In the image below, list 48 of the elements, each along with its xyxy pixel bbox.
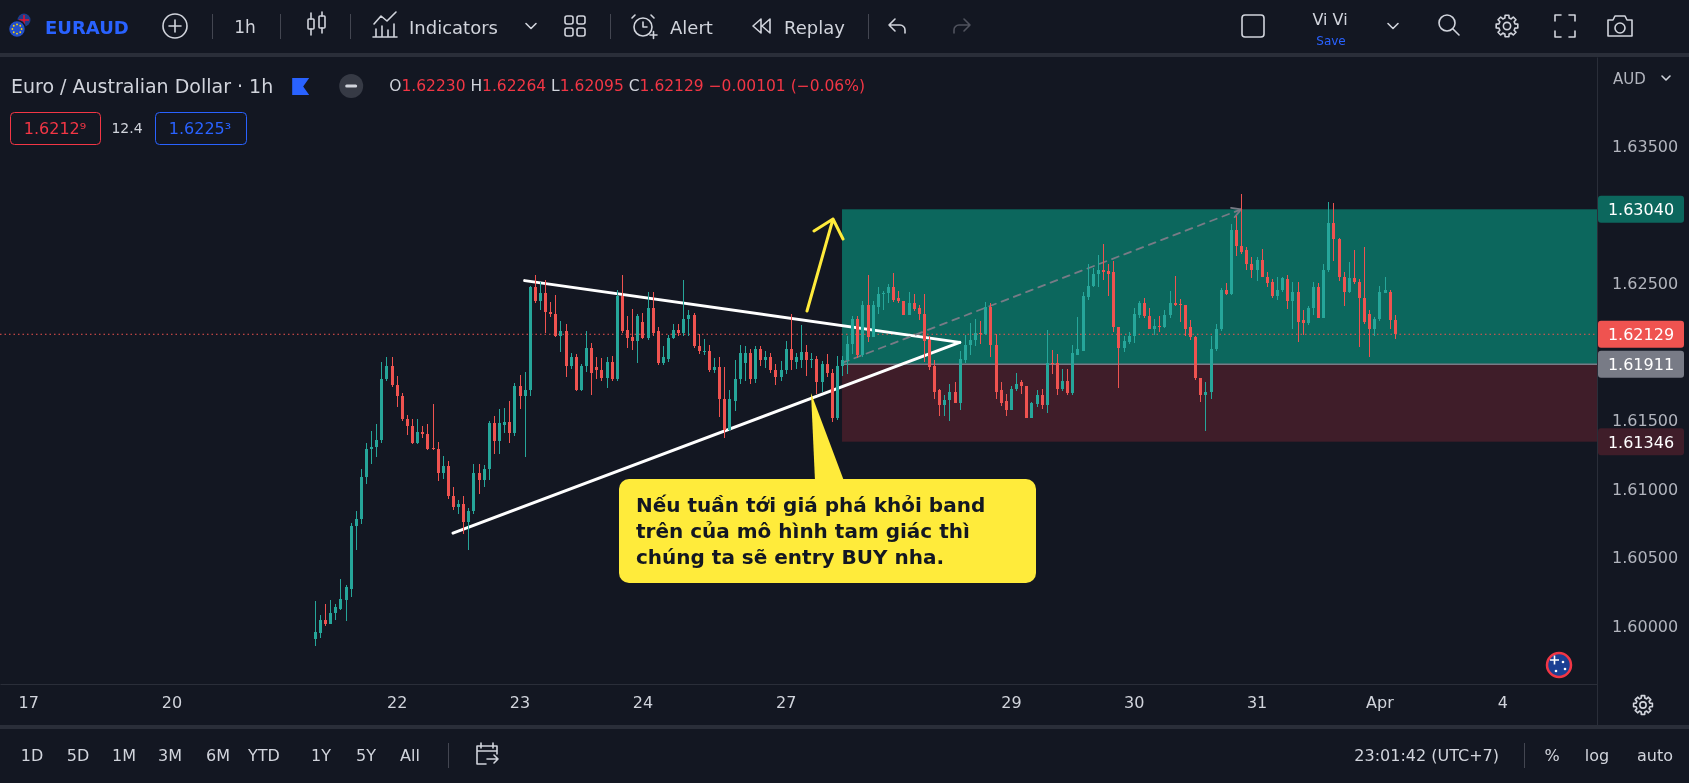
text: YTD [247,745,280,765]
text: Vi Vi [1312,9,1348,29]
text: 23:01:42 (UTC+7) [1354,745,1499,765]
text: 1M [112,745,136,765]
text: log [1584,745,1610,765]
annotation: 1.6212⁹ [23,118,87,138]
ref-line-label: 1.62129 [1607,324,1675,344]
text: auto [1636,745,1674,765]
text: Euro / Australian Dollar · 1h [11,75,274,97]
text: Indicators [409,16,498,38]
text: EURAUD [45,16,129,38]
y-tick-label: 1.61000 [1612,479,1679,499]
x-tick-label: 20 [161,693,183,713]
annotation: 12.4 [111,120,143,136]
text: % [1544,745,1560,765]
x-tick-label: 24 [632,693,654,713]
band-label: 1.63040 [1607,199,1675,219]
text: O1.62230 H1.62264 L1.62095 C1.62129 −0.00101 (−0.06%) [389,77,865,95]
text: 1D [20,745,44,765]
text: 5D [66,745,90,765]
x-tick-label: 29 [1001,693,1022,713]
x-tick-label: 17 [18,693,39,713]
text: 1h [234,17,256,37]
x-tick-label: Apr [1366,693,1395,713]
y-tick-label: 1.60500 [1612,548,1679,568]
x-tick-label: 4 [1497,693,1508,713]
annotation: 1.6225³ [168,118,232,138]
text: Save [1316,34,1346,48]
x-tick-label: 27 [776,693,797,713]
text: 1Y [311,745,332,765]
text: 5Y [356,745,377,765]
y-tick-label: 1.61500 [1612,411,1679,431]
ref-line-label: 1.61911 [1607,354,1675,374]
text: 3M [158,745,182,765]
y-tick-label: 1.62500 [1612,274,1679,293]
x-tick-label: 22 [387,693,408,713]
text: AUD [1613,70,1646,88]
annotation: Nếu tuần tới giá phá khỏi band trên của mô hình tam giác thì chúng ta sẽ entry BUY nha. [636,493,986,569]
band-label: 1.61346 [1607,432,1675,452]
y-tick-label: 1.63500 [1612,136,1679,156]
text: All [400,745,420,765]
x-tick-label: 31 [1246,693,1268,713]
text: Replay [784,16,846,38]
text: 6M [206,745,230,765]
x-tick-label: 23 [509,693,531,713]
x-tick-label: 30 [1124,693,1145,713]
y-tick-label: 1.60000 [1612,617,1679,636]
text: Alert [670,16,713,38]
